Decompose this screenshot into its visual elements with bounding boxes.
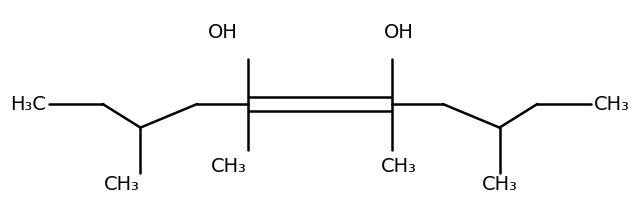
- Text: H₃C: H₃C: [10, 94, 46, 114]
- Text: CH₃: CH₃: [211, 157, 246, 176]
- Text: OH: OH: [384, 24, 413, 42]
- Text: CH₃: CH₃: [481, 175, 518, 194]
- Text: CH₃: CH₃: [381, 157, 417, 176]
- Text: OH: OH: [207, 24, 237, 42]
- Text: CH₃: CH₃: [104, 175, 140, 194]
- Text: CH₃: CH₃: [594, 94, 630, 114]
